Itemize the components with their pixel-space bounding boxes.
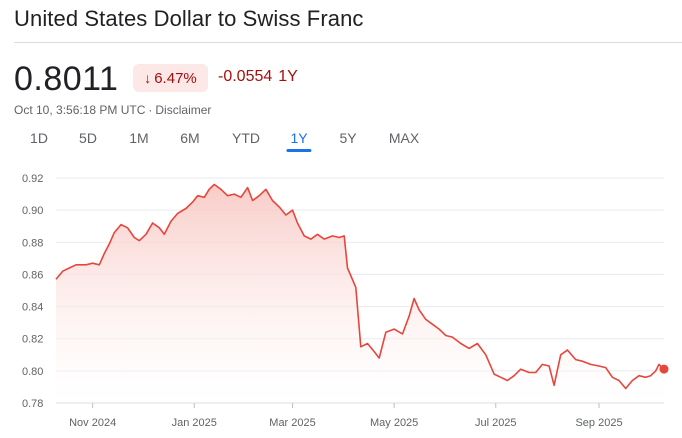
absolute-change-value: -0.0554 bbox=[218, 68, 273, 85]
absolute-change: -0.0554 1Y bbox=[218, 68, 298, 86]
x-tick-label: Nov 2024 bbox=[69, 417, 116, 429]
price-line bbox=[55, 183, 665, 390]
y-tick-label: 0.84 bbox=[22, 302, 43, 314]
tab-5d[interactable]: 5D bbox=[79, 130, 97, 146]
tab-max[interactable]: MAX bbox=[388, 130, 420, 146]
page-title: United States Dollar to Swiss Franc bbox=[14, 6, 364, 31]
price-area bbox=[56, 184, 664, 403]
x-tick-label: Sep 2025 bbox=[575, 417, 622, 429]
tab-1d[interactable]: 1D bbox=[30, 130, 48, 146]
tab-6m[interactable]: 6M bbox=[180, 130, 200, 146]
disclaimer-link[interactable]: Disclaimer bbox=[155, 103, 212, 117]
tab-1m[interactable]: 1M bbox=[129, 130, 149, 146]
y-tick-label: 0.80 bbox=[22, 366, 43, 378]
change-period: 1Y bbox=[278, 68, 298, 85]
y-tick-label: 0.88 bbox=[22, 237, 43, 249]
header-divider bbox=[14, 42, 682, 43]
tab-5y[interactable]: 5Y bbox=[339, 130, 357, 146]
y-tick-label: 0.90 bbox=[22, 205, 43, 217]
current-point-marker bbox=[659, 364, 669, 374]
price-chart[interactable]: 0.92 0.90 0.88 0.86 0.84 0.82 0.80 0.78 Nov 2024… bbox=[0, 160, 682, 438]
y-tick-label: 0.82 bbox=[22, 334, 43, 346]
y-tick-label: 0.92 bbox=[22, 173, 43, 185]
x-tick-label: Mar 2025 bbox=[269, 417, 315, 429]
y-tick-label: 0.78 bbox=[22, 398, 43, 410]
y-tick-label: 0.86 bbox=[22, 269, 43, 281]
arrow-down-icon: ↓ bbox=[144, 70, 152, 86]
quote-meta: Oct 10, 3:56:18 PM UTC · Disclaimer bbox=[14, 103, 211, 117]
current-price: 0.8011 bbox=[14, 60, 119, 98]
timestamp: Oct 10, 3:56:18 PM UTC bbox=[14, 103, 146, 117]
tab-ytd[interactable]: YTD bbox=[232, 130, 260, 146]
tab-1y[interactable]: 1Y bbox=[286, 130, 312, 152]
percent-change-value: 6.47% bbox=[154, 69, 197, 87]
percent-change-badge: ↓ 6.47% bbox=[133, 64, 208, 92]
x-tick-label: May 2025 bbox=[370, 417, 418, 429]
x-tick-label: Jan 2025 bbox=[172, 417, 217, 429]
x-tick-label: Jul 2025 bbox=[475, 417, 517, 429]
meta-separator: · bbox=[148, 103, 153, 117]
